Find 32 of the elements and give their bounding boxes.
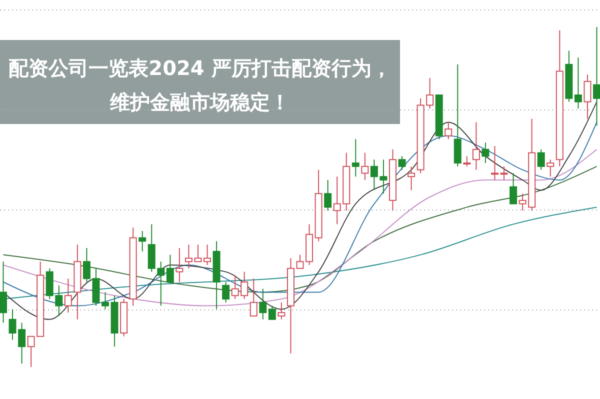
candlestick — [463, 156, 471, 167]
candlestick — [176, 248, 184, 282]
candlestick — [324, 180, 332, 212]
candlestick — [454, 64, 462, 167]
candlestick — [408, 166, 416, 191]
candlestick — [546, 159, 554, 178]
candlestick — [102, 292, 109, 310]
candlestick — [250, 278, 258, 316]
candlestick — [500, 166, 508, 180]
candlestick — [204, 244, 212, 266]
candlestick — [296, 254, 304, 269]
candlestick — [222, 282, 230, 303]
candlestick — [472, 122, 480, 170]
candlestick — [0, 261, 7, 324]
candlestick — [482, 142, 490, 164]
candlestick — [352, 138, 360, 178]
candlestick — [584, 74, 592, 120]
candlestick — [259, 288, 267, 320]
candlestick — [593, 26, 600, 126]
candlestick — [361, 152, 369, 180]
candlestick — [491, 146, 498, 180]
candlestick — [574, 57, 582, 110]
candlestick — [510, 172, 518, 204]
candlestick — [138, 230, 146, 252]
candlestick — [278, 302, 286, 320]
text: 配资公司一览表2024 严厉打击配资行为，维护金融市场稳定！ — [8, 56, 392, 114]
candlestick — [537, 148, 545, 170]
candlestick — [64, 278, 72, 314]
candlestick — [166, 254, 174, 282]
candlestick — [268, 305, 276, 320]
candlestick — [444, 122, 452, 140]
candlestick — [398, 156, 406, 170]
